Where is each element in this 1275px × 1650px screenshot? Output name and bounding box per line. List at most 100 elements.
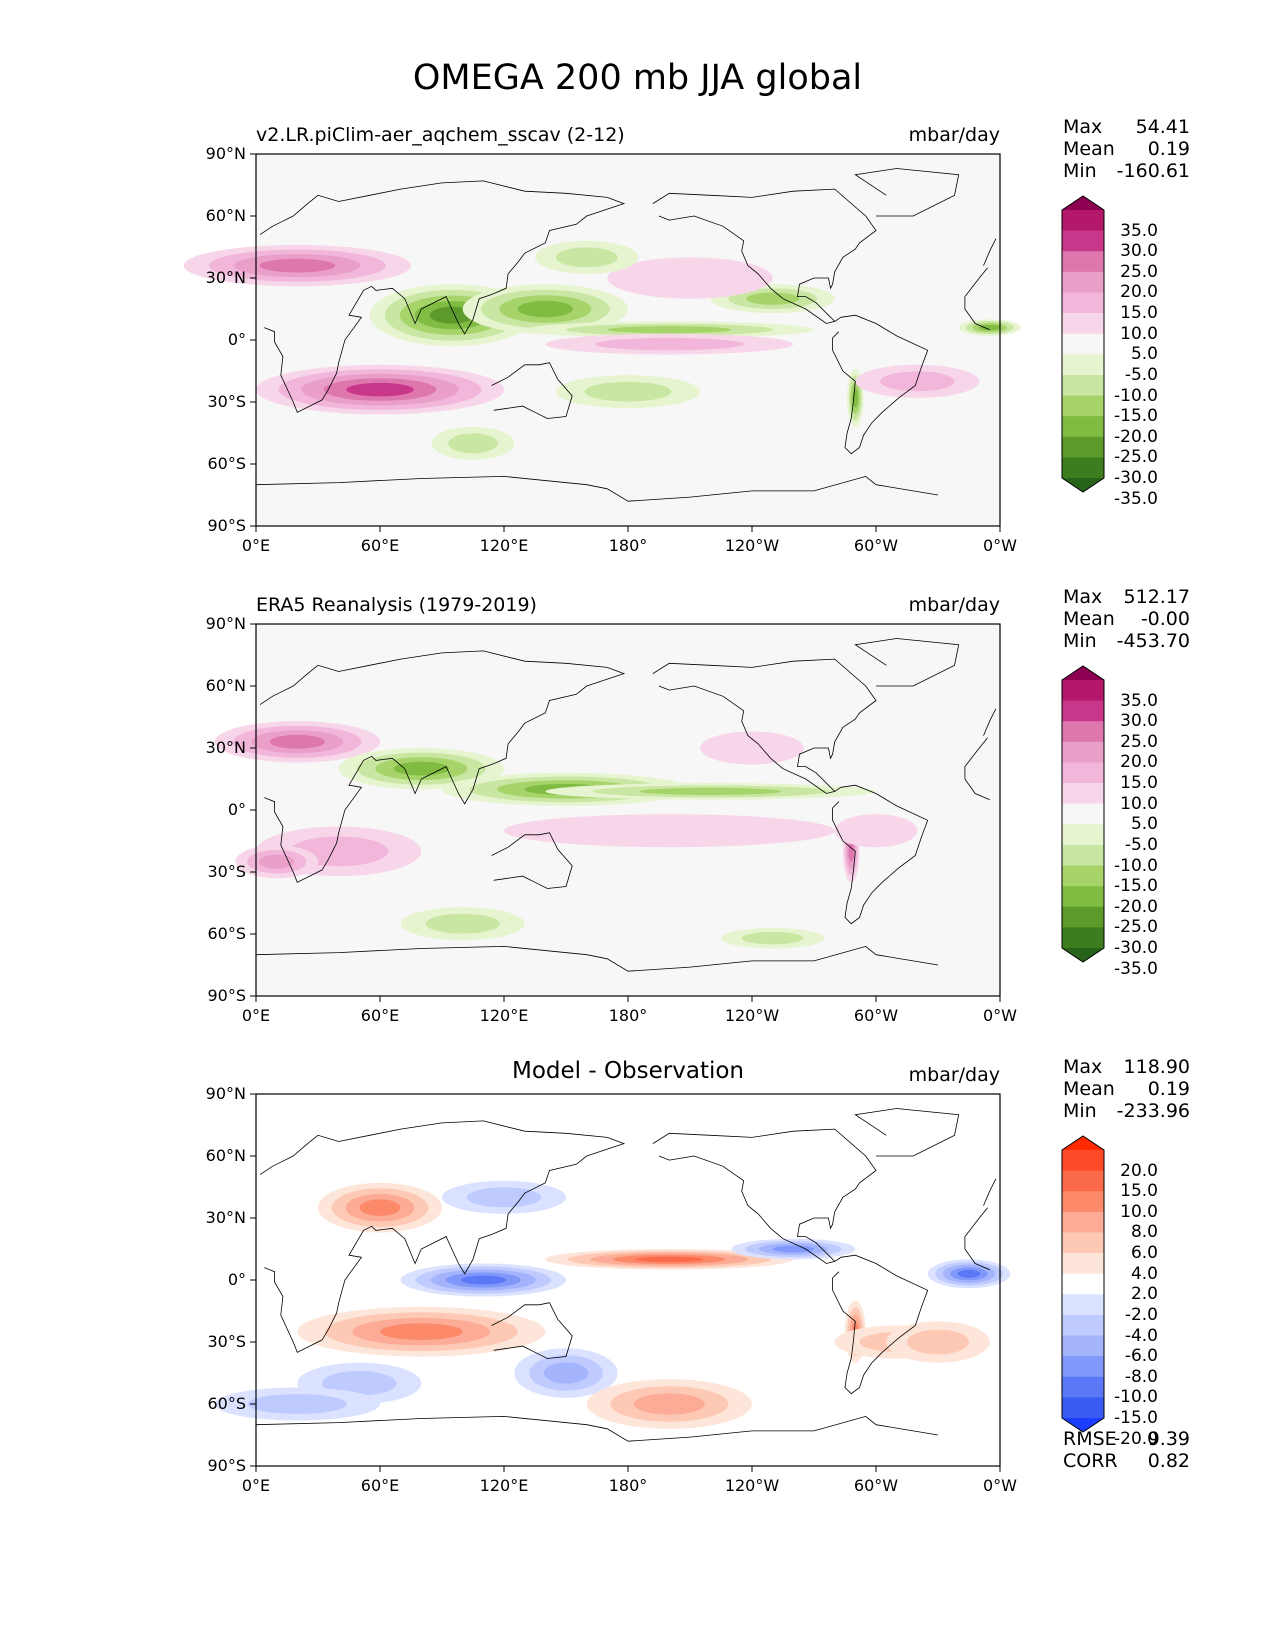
stat-label: Min xyxy=(1063,1100,1097,1122)
colorbar-tick-label: -25.0 xyxy=(1114,447,1158,468)
stat-value: 512.17 xyxy=(1123,586,1190,608)
colorbar-bin xyxy=(1062,457,1104,479)
colorbar-tick-label: -5.0 xyxy=(1124,834,1158,855)
coastline xyxy=(832,1254,929,1395)
units-label: mbar/day xyxy=(908,594,1000,616)
colorbar-tick-label: -2.0 xyxy=(1124,1304,1158,1325)
map-plot xyxy=(214,623,1001,1002)
colorbar-bin xyxy=(1062,1335,1104,1357)
field-contour xyxy=(907,1329,969,1355)
colorbar-bin xyxy=(1062,886,1104,908)
colorbar-bin xyxy=(1062,1253,1104,1275)
stat-value: -233.96 xyxy=(1116,1100,1190,1122)
field-contour xyxy=(584,381,672,402)
colorbar-tick-label: -10.0 xyxy=(1114,855,1158,876)
field-contour xyxy=(635,1256,704,1263)
y-tick-label: 30°S xyxy=(207,1332,246,1351)
y-tick-label: 30°N xyxy=(205,1208,246,1227)
x-tick-label: 180° xyxy=(608,1476,648,1495)
units-label: mbar/day xyxy=(908,124,1000,146)
colorbar-bin xyxy=(1062,354,1104,376)
stat-label: Mean xyxy=(1063,608,1115,630)
colorbar-bin xyxy=(1062,251,1104,273)
colorbar xyxy=(1061,665,1105,963)
stat-value: 118.90 xyxy=(1123,1056,1190,1078)
stat-value: -0.00 xyxy=(1140,608,1190,630)
x-tick-label: 120°E xyxy=(479,1006,529,1025)
coastline xyxy=(255,945,939,972)
x-tick-label: 60°E xyxy=(360,1476,400,1495)
x-tick-label: 0°W xyxy=(983,1006,1017,1025)
field-contour xyxy=(607,257,773,299)
x-tick-label: 120°E xyxy=(479,1476,529,1495)
colorbar-tick-label: 30.0 xyxy=(1120,711,1158,732)
x-tick-label: 0°E xyxy=(241,1476,271,1495)
stat-label: Min xyxy=(1063,160,1097,182)
field-contour xyxy=(359,1199,401,1216)
colorbar xyxy=(1061,1135,1105,1433)
map-plot xyxy=(214,1093,1011,1472)
map-background xyxy=(256,624,1000,996)
colorbar-tick-label: -6.0 xyxy=(1124,1346,1158,1367)
colorbar-bin xyxy=(1062,803,1104,825)
colorbar xyxy=(1061,195,1105,493)
field-contour xyxy=(346,382,414,397)
x-tick-label: 180° xyxy=(608,536,648,555)
coastline xyxy=(964,1207,990,1271)
metric-label: RMSE xyxy=(1063,1428,1117,1450)
field-contour xyxy=(259,258,336,273)
colorbar-tick-label: 10.0 xyxy=(1120,1201,1158,1222)
field-contour xyxy=(772,1245,814,1253)
colorbar-tick-label: -15.0 xyxy=(1114,876,1158,897)
panel-title: v2.LR.piClim-aer_aqchem_sscav (2-12) xyxy=(256,124,625,146)
y-tick-label: 60°N xyxy=(205,206,246,225)
field-contour xyxy=(258,854,295,869)
colorbar-bin xyxy=(1062,1376,1104,1398)
coastline xyxy=(259,650,626,883)
field-contour xyxy=(741,931,804,945)
colorbar-bin xyxy=(1062,927,1104,949)
stat-value: 0.19 xyxy=(1147,1078,1190,1100)
colorbar-extend-top xyxy=(1062,666,1104,680)
field-contour xyxy=(393,761,449,776)
field-contour xyxy=(247,1394,347,1414)
colorbar-tick-label: 25.0 xyxy=(1120,261,1158,282)
x-tick-label: 60°E xyxy=(360,536,400,555)
y-tick-label: 0° xyxy=(227,330,246,349)
field-contour xyxy=(746,292,800,305)
y-tick-label: 60°S xyxy=(207,924,246,943)
colorbar-extend-bottom xyxy=(1062,1418,1104,1432)
colorbar-bin xyxy=(1062,1273,1104,1295)
colorbar-bin xyxy=(1062,700,1104,722)
field-contour xyxy=(633,1393,705,1415)
x-tick-label: 120°W xyxy=(724,536,780,555)
colorbar-bin xyxy=(1062,395,1104,417)
x-tick-label: 120°E xyxy=(479,536,529,555)
stat-label: Max xyxy=(1063,586,1103,608)
colorbar-tick-label: -15.0 xyxy=(1114,1408,1158,1428)
stat-label: Mean xyxy=(1063,1078,1115,1100)
x-tick-label: 60°W xyxy=(853,536,899,555)
coastline xyxy=(983,1178,997,1206)
field-contour xyxy=(979,324,1001,331)
colorbar-tick-label: 5.0 xyxy=(1130,814,1158,835)
coastline xyxy=(854,1108,960,1157)
colorbar-tick-label: 30.0 xyxy=(1120,241,1158,262)
x-tick-label: 0°E xyxy=(241,1006,271,1025)
metric-value: 9.39 xyxy=(1147,1428,1190,1450)
field-contour xyxy=(555,247,618,268)
colorbar-tick-label: -25.0 xyxy=(1114,917,1158,938)
colorbar-tick-label: 20.0 xyxy=(1120,752,1158,773)
field-contour xyxy=(322,1370,397,1396)
y-tick-label: 90°S xyxy=(207,1456,246,1475)
colorbar-tick-label: 15.0 xyxy=(1120,773,1158,794)
coastline xyxy=(491,1302,573,1359)
colorbar-bin xyxy=(1062,844,1104,867)
field-contour xyxy=(517,300,573,318)
y-tick-label: 0° xyxy=(227,800,246,819)
colorbar-tick-label: 4.0 xyxy=(1130,1263,1158,1284)
x-tick-label: 0°W xyxy=(983,1476,1017,1495)
field-contour xyxy=(460,1275,506,1285)
coastline xyxy=(964,267,990,331)
figure-title: OMEGA 200 mb JJA global xyxy=(412,58,863,98)
